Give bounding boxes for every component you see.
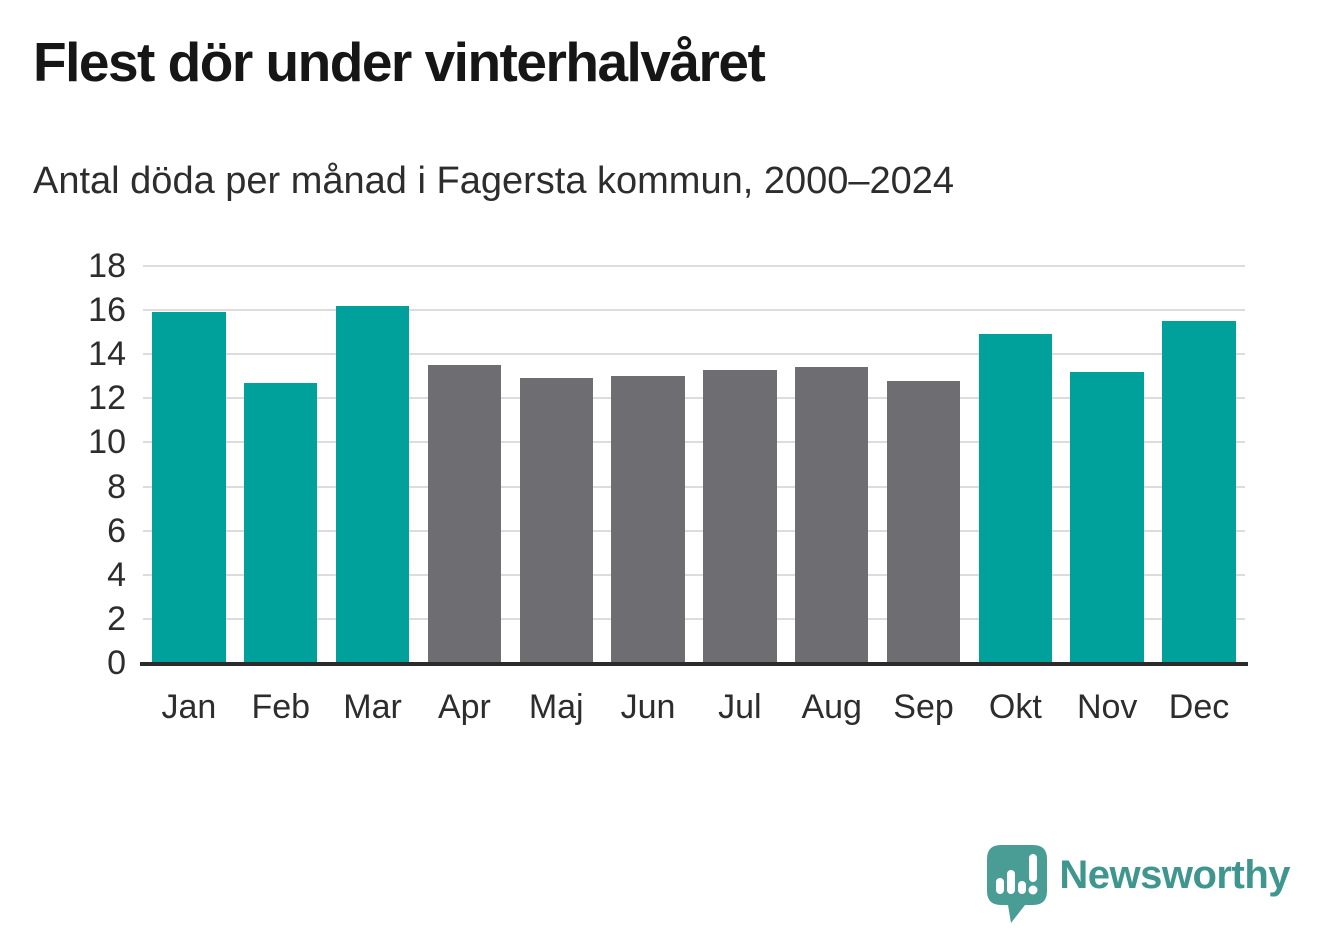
gridline-12	[143, 397, 1245, 400]
x-tick-label-feb: Feb	[251, 688, 311, 726]
x-tick-label-maj: Maj	[528, 688, 584, 726]
bar-slot-maj	[510, 266, 602, 663]
gridline-14	[143, 353, 1245, 356]
x-tick-label-aug: Aug	[801, 688, 862, 726]
y-tick-label-6: 6	[107, 511, 126, 550]
bar-slot-feb	[235, 266, 327, 663]
gridline-6	[143, 529, 1245, 532]
x-tick-label-sep: Sep	[893, 688, 954, 726]
bar-slot-sep	[878, 266, 970, 663]
x-tick-label-jan: Jan	[161, 688, 217, 726]
plot-area	[143, 265, 1245, 663]
y-tick-label-18: 18	[88, 247, 126, 285]
x-tick-label-okt: Okt	[988, 688, 1042, 726]
x-axis-line	[140, 662, 1248, 666]
x-tick-label-dec: Dec	[1168, 688, 1230, 726]
bar-slot-dec	[1153, 266, 1245, 663]
bar-slot-jan	[143, 266, 235, 663]
y-tick-label-8: 8	[107, 467, 126, 506]
bar-slot-apr	[418, 266, 510, 663]
gridline-16	[143, 309, 1245, 312]
y-tick-label-16: 16	[88, 291, 126, 330]
bar-dec	[1162, 321, 1236, 663]
gridline-4	[143, 573, 1245, 576]
y-tick-label-4: 4	[107, 555, 126, 594]
bar-apr	[427, 365, 502, 663]
y-tick-label-14: 14	[88, 335, 126, 374]
bar-mar	[335, 305, 410, 663]
x-tick-label-jun: Jun	[620, 688, 676, 726]
bar-aug	[794, 367, 869, 663]
x-tick-label-nov: Nov	[1076, 688, 1138, 726]
bar-feb	[244, 382, 318, 663]
brand-name: Newsworthy	[1059, 853, 1290, 897]
x-tick-label-mar: Mar	[343, 688, 402, 726]
bar-slot-jun	[602, 266, 694, 663]
bar-jan	[152, 312, 226, 663]
bar-slot-jul	[694, 266, 786, 663]
y-axis-labels: 0 2 4 6 8 10 12 14 16 18	[0, 249, 126, 680]
bar-slot-okt	[969, 266, 1061, 663]
gridline-10	[143, 441, 1245, 444]
y-tick-label-0: 0	[107, 644, 126, 682]
x-axis-labels: Jan Feb Mar Apr Maj Jun Jul Aug Sep Okt Nov Dec	[143, 688, 1245, 727]
x-tick-label-apr: Apr	[437, 688, 491, 726]
bar-slot-mar	[327, 266, 419, 663]
bar-slot-aug	[786, 266, 878, 663]
y-tick-label-2: 2	[107, 599, 126, 638]
newsworthy-speech-bubble-chart-icon	[987, 845, 1048, 923]
bar-nov	[1070, 371, 1144, 663]
chart-subtitle: Antal döda per månad i Fagersta kommun, …	[33, 160, 955, 202]
y-tick-label-10: 10	[88, 423, 126, 462]
newsworthy-logo: Newsworthy	[987, 845, 1290, 924]
bar-okt	[978, 334, 1053, 663]
bar-series	[143, 266, 1245, 663]
bar-jun	[611, 376, 685, 663]
bar-maj	[519, 378, 593, 663]
bar-slot-nov	[1061, 266, 1153, 663]
chart-title: Flest dör under vinterhalvåret	[33, 31, 766, 93]
x-tick-label-jul: Jul	[718, 688, 762, 726]
gridline-2	[143, 617, 1245, 620]
gridline-8	[143, 485, 1245, 488]
bar-sep	[886, 380, 961, 663]
gridline-18	[143, 265, 1245, 267]
bar-jul	[703, 369, 777, 663]
y-tick-label-12: 12	[88, 379, 126, 418]
